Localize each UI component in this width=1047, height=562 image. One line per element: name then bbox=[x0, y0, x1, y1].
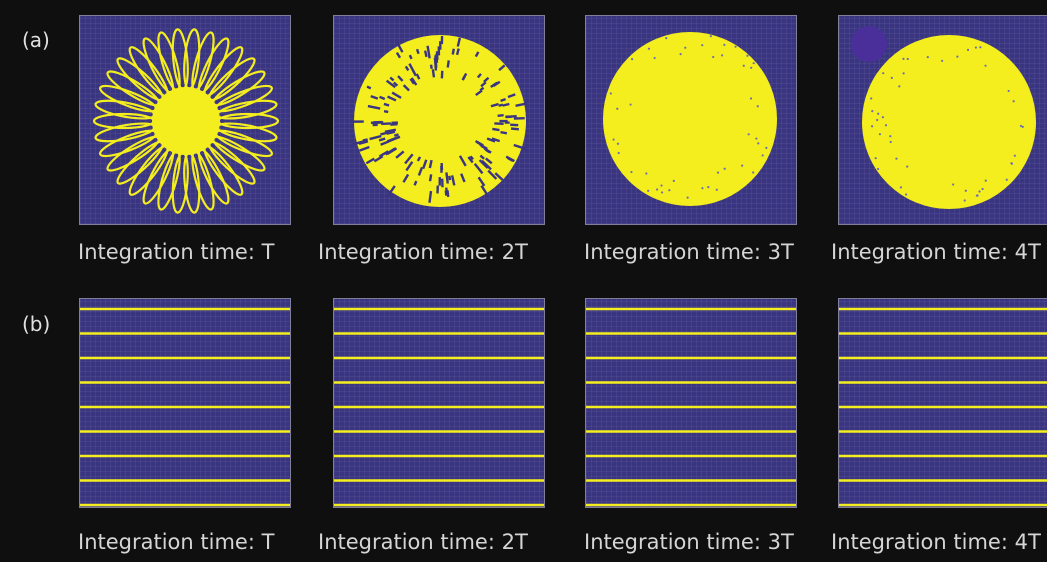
panel-a-3 bbox=[585, 15, 797, 225]
panel-b-1 bbox=[79, 298, 291, 508]
caption-a-4: Integration time: 4T bbox=[831, 240, 1041, 264]
caption-b-3: Integration time: 3T bbox=[584, 530, 794, 554]
caption-b-2: Integration time: 2T bbox=[318, 530, 528, 554]
panel-a-2 bbox=[333, 15, 545, 225]
panel-b-2 bbox=[333, 298, 545, 508]
spiky-ring-pattern-t bbox=[92, 28, 280, 214]
panel-b-3 bbox=[585, 298, 797, 508]
disc-pattern-3t bbox=[603, 32, 777, 206]
caption-a-1: Integration time: T bbox=[78, 240, 275, 264]
disc-pattern-4t bbox=[851, 26, 1036, 209]
caption-b-1: Integration time: T bbox=[78, 530, 275, 554]
row-a-label: (a) bbox=[22, 28, 50, 52]
row-b-label: (b) bbox=[22, 312, 51, 336]
stripe-pattern-2t bbox=[334, 307, 544, 507]
stripe-pattern-t bbox=[80, 307, 290, 507]
caption-b-4: Integration time: 4T bbox=[831, 530, 1041, 554]
panel-b-4 bbox=[838, 298, 1047, 508]
panel-a-1 bbox=[79, 15, 291, 225]
caption-a-2: Integration time: 2T bbox=[318, 240, 528, 264]
stripe-pattern-4t bbox=[839, 307, 1047, 507]
caption-a-3: Integration time: 3T bbox=[584, 240, 794, 264]
stripe-pattern-3t bbox=[586, 307, 796, 507]
panel-a-4 bbox=[838, 15, 1047, 225]
dashed-disc-pattern-2t bbox=[352, 35, 528, 207]
